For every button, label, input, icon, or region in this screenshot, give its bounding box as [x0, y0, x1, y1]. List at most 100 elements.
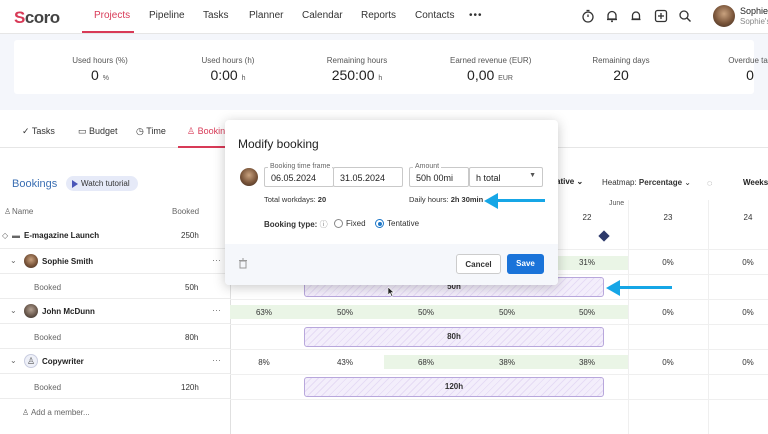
- separator-strip: [0, 96, 768, 110]
- caret-down-icon: ▼: [529, 172, 536, 179]
- utilization-value: 68%: [417, 358, 434, 367]
- more-icon[interactable]: ···: [212, 255, 221, 265]
- annotation-arrow: [498, 199, 545, 202]
- annotation-arrowhead: [484, 193, 498, 209]
- utilization-value: 0%: [662, 308, 674, 317]
- table-row: [0, 274, 230, 299]
- trash-icon[interactable]: [238, 258, 248, 271]
- notification-icon[interactable]: [629, 9, 643, 23]
- stat-value: 250:00 h: [331, 67, 383, 83]
- add-icon[interactable]: [654, 9, 668, 23]
- check-icon: ✓: [22, 126, 30, 136]
- avatar: [24, 304, 38, 318]
- user-name[interactable]: Sophie: [740, 6, 768, 16]
- scale-dropdown[interactable]: Weeks: [743, 178, 768, 187]
- booking-bar[interactable]: 120h: [304, 377, 604, 397]
- availability-band: [384, 355, 628, 369]
- budget-icon: ▭: [78, 126, 87, 136]
- start-date-field[interactable]: 06.05.2024: [264, 167, 334, 187]
- bell-icon[interactable]: [605, 9, 619, 23]
- add-person-icon: ♙: [22, 408, 30, 417]
- comment-icon[interactable]: ◌: [707, 178, 713, 188]
- month-label: June: [609, 200, 625, 207]
- more-icon[interactable]: ···: [212, 355, 221, 365]
- project-booked: 250h: [181, 231, 199, 240]
- table-row[interactable]: [0, 299, 230, 324]
- modal-footer: [225, 244, 558, 285]
- stat-value: 0,00 EUR: [467, 67, 513, 83]
- scoro-logo[interactable]: Scoro: [14, 8, 60, 27]
- avatar: [240, 168, 258, 186]
- add-member-button[interactable]: ♙ Add a member...: [22, 408, 90, 417]
- availability-band: [230, 305, 628, 319]
- timer-icon[interactable]: [581, 9, 595, 23]
- tab-bookings[interactable]: ♙ Bookin: [187, 126, 226, 136]
- nav-projects[interactable]: Projects: [94, 10, 131, 21]
- utilization-value: 8%: [258, 358, 270, 367]
- utilization-value: 0%: [742, 358, 754, 367]
- search-icon[interactable]: [678, 9, 692, 23]
- nav-more-icon[interactable]: •••: [469, 10, 483, 21]
- end-date-field[interactable]: 31.05.2024: [333, 167, 403, 187]
- tab-budget[interactable]: ▭ Budget: [78, 126, 118, 136]
- grid-line: [708, 200, 709, 434]
- folder-icon: ▬: [12, 231, 20, 240]
- nav-pipeline[interactable]: Pipeline: [149, 10, 185, 21]
- radio-tentative[interactable]: [375, 219, 384, 228]
- member-name[interactable]: Copywriter: [42, 357, 84, 366]
- booked-amount: 80h: [185, 333, 199, 342]
- unit-select[interactable]: h total ▼: [469, 167, 543, 187]
- save-button[interactable]: Save: [507, 254, 544, 274]
- nav-contacts[interactable]: Contacts: [415, 10, 455, 21]
- radio-fixed-label[interactable]: Fixed: [346, 219, 366, 228]
- chevron-down-icon[interactable]: ⌄: [10, 306, 17, 315]
- info-icon[interactable]: ⓘ: [319, 220, 328, 229]
- booked-amount: 120h: [181, 383, 199, 392]
- booking-bar[interactable]: 80h: [304, 327, 604, 347]
- view-mode-dropdown[interactable]: ative ⌄: [556, 177, 584, 186]
- avatar: [24, 254, 38, 268]
- grid-line: [230, 349, 768, 350]
- stat-label: Earned revenue (EUR): [450, 56, 532, 65]
- amount-label: Amount: [413, 163, 442, 170]
- booked-amount: 50h: [185, 283, 199, 292]
- utilization-value: 0%: [742, 258, 754, 267]
- grid-line: [230, 299, 768, 300]
- utilization-value: 50%: [498, 308, 515, 317]
- table-row[interactable]: [0, 224, 230, 249]
- annotation-arrow: [620, 286, 672, 289]
- utilization-value: 38%: [578, 358, 595, 367]
- nav-tasks[interactable]: Tasks: [203, 10, 229, 21]
- utilization-value: 38%: [498, 358, 515, 367]
- radio-tentative-label[interactable]: Tentative: [387, 219, 420, 228]
- nav-calendar[interactable]: Calendar: [302, 10, 343, 21]
- user-avatar[interactable]: [713, 5, 735, 27]
- booked-label: Booked: [34, 283, 62, 292]
- member-name[interactable]: Sophie Smith: [42, 257, 94, 266]
- user-company: Sophie's S: [740, 17, 768, 26]
- table-row[interactable]: [0, 249, 230, 274]
- collapse-icon[interactable]: ◇: [2, 231, 9, 240]
- stat-label: Remaining hours: [326, 56, 388, 65]
- add-person-icon[interactable]: ♙: [4, 207, 12, 216]
- tab-tasks[interactable]: ✓ Tasks: [22, 126, 55, 136]
- nav-planner[interactable]: Planner: [249, 10, 284, 21]
- chevron-down-icon[interactable]: ⌄: [10, 256, 17, 265]
- cancel-button[interactable]: Cancel: [456, 254, 501, 274]
- tab-time[interactable]: ◷ Time: [136, 126, 166, 136]
- more-icon[interactable]: ···: [212, 305, 221, 315]
- nav-reports[interactable]: Reports: [361, 10, 397, 21]
- stat-label: Used hours (h): [201, 56, 255, 65]
- stat-value: 20: [613, 67, 629, 83]
- bookings-title: Bookings: [12, 178, 58, 190]
- watch-tutorial-button[interactable]: Watch tutorial: [66, 176, 138, 191]
- day-header: 22: [582, 213, 592, 222]
- heatmap-dropdown[interactable]: Heatmap: Percentage ⌄: [602, 178, 691, 187]
- project-name: E-magazine Launch: [24, 231, 100, 240]
- amount-field[interactable]: 50h 00mi: [409, 167, 469, 187]
- utilization-value: 63%: [255, 308, 272, 317]
- member-name[interactable]: John McDunn: [42, 307, 95, 316]
- chevron-down-icon[interactable]: ⌄: [10, 356, 17, 365]
- table-row[interactable]: [0, 349, 230, 374]
- radio-fixed[interactable]: [334, 219, 343, 228]
